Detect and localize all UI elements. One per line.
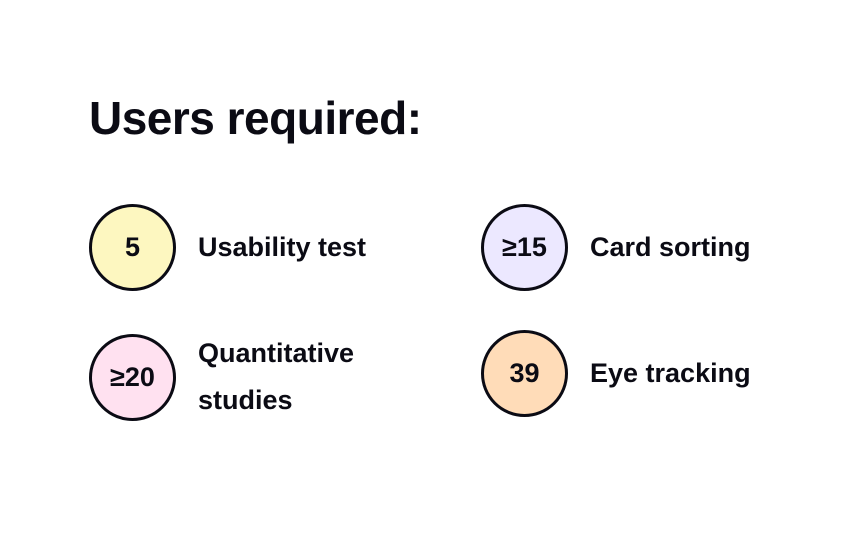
value-badge: ≥15 (481, 204, 568, 291)
item-eye-tracking: 39 Eye tracking (481, 330, 751, 417)
item-label: Quantitative studies (198, 338, 355, 415)
item-card-sorting: ≥15 Card sorting (481, 204, 751, 291)
item-usability-test: 5 Usability test (89, 204, 366, 291)
item-label: Card sorting (590, 232, 751, 262)
item-label: Eye tracking (590, 358, 751, 388)
page-title: Users required: (89, 92, 422, 144)
item-label: Usability test (198, 232, 367, 262)
item-quantitative-studies: ≥20 Quantitative studies (89, 330, 398, 424)
value-badge: 39 (481, 330, 568, 417)
value-badge: 5 (89, 204, 176, 291)
value-badge: ≥20 (89, 333, 176, 421)
